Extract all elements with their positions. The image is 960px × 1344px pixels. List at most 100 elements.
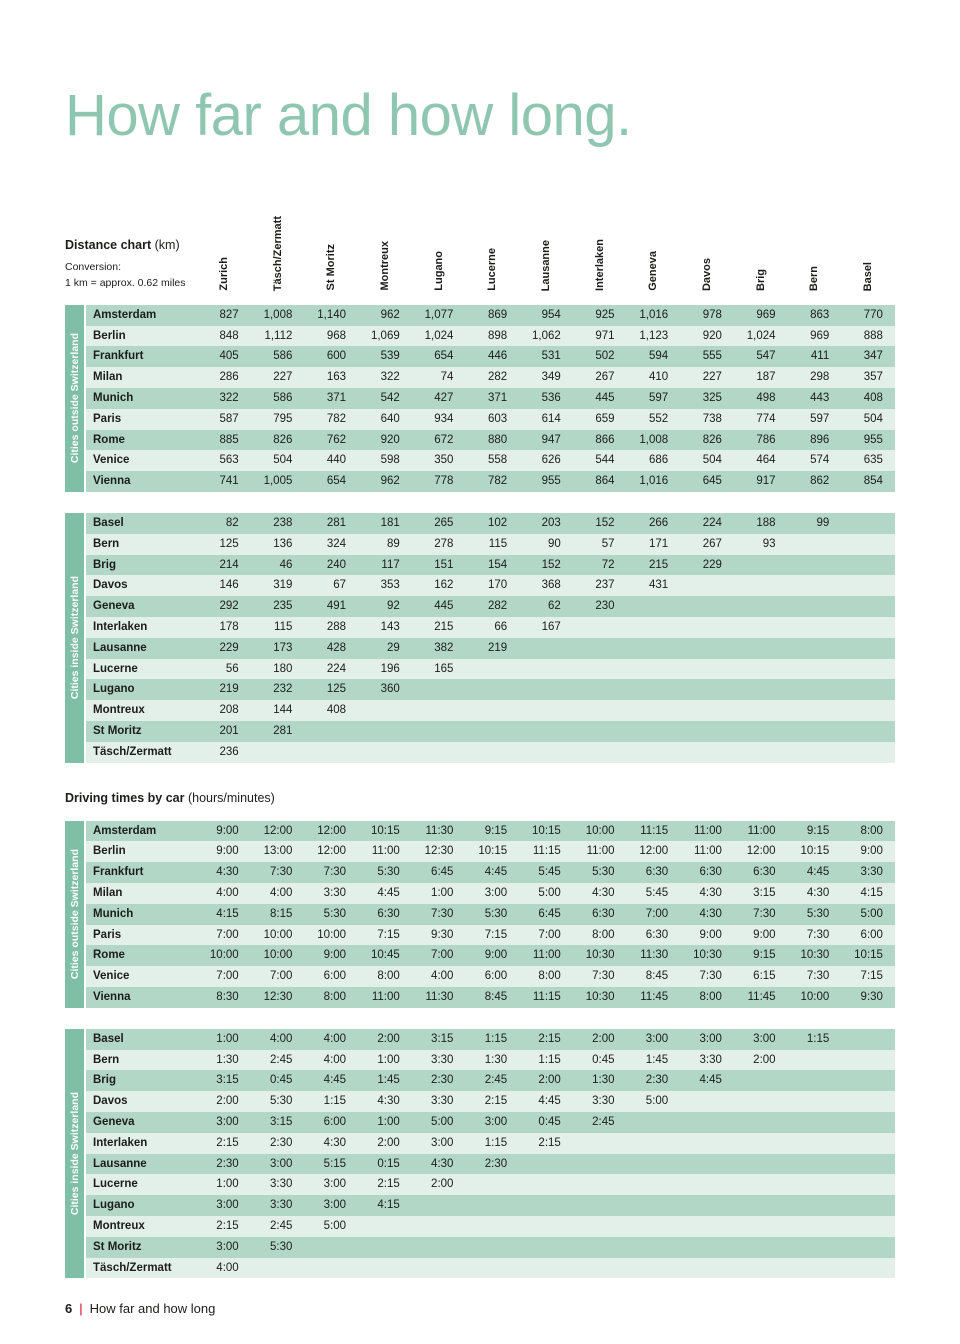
value-cell <box>680 575 734 596</box>
value-cell: 357 <box>863 371 883 384</box>
value-cell: 12:00 <box>317 824 347 837</box>
value-cell <box>627 721 681 742</box>
value-cell: 4:00 <box>323 1053 347 1066</box>
value-cell <box>358 700 412 721</box>
value-cell: 8:00 <box>377 970 400 983</box>
value-cell <box>627 742 681 763</box>
value-cell: 298 <box>810 371 830 384</box>
value-cell <box>358 1216 412 1237</box>
column-header-davos: Davos <box>680 181 734 305</box>
table-row-montreux: Montreux 208 144 408 <box>86 700 895 722</box>
value-cell: 3:00 <box>323 1178 347 1191</box>
value-cell: 267 <box>595 371 615 384</box>
value-cell: 235 <box>273 600 293 613</box>
value-cell: 917 <box>756 475 776 488</box>
value-cell: 13:00 <box>263 845 293 858</box>
column-header-st-moritz: St Moritz <box>304 181 358 305</box>
row-label: Täsch/Zermatt <box>93 1261 172 1274</box>
value-cell: 2:00 <box>538 1074 561 1087</box>
value-cell: 6:30 <box>645 928 669 941</box>
value-cell: 11:00 <box>371 991 400 1003</box>
value-cell <box>788 1091 842 1112</box>
value-cell: 171 <box>649 537 669 550</box>
value-cell: 67 <box>333 579 347 592</box>
value-cell: 1:30 <box>216 1053 239 1066</box>
column-header-label: Geneva <box>647 251 660 291</box>
value-cell: 440 <box>326 454 347 467</box>
value-cell <box>251 742 305 763</box>
value-cell: 3:30 <box>431 1053 454 1066</box>
distance-chart-heading: Distance chart (km) <box>65 238 197 252</box>
row-label: Paris <box>93 412 122 425</box>
value-cell: 741 <box>219 475 239 488</box>
value-cell <box>573 638 627 659</box>
value-cell: 4:45 <box>377 887 400 900</box>
row-label: Munich <box>93 907 134 920</box>
column-header-label: St Moritz <box>325 244 338 291</box>
value-cell: 267 <box>702 537 722 550</box>
value-cell: 181 <box>380 517 400 530</box>
value-cell: 3:30 <box>699 1053 722 1066</box>
value-cell <box>519 1237 573 1258</box>
value-cell <box>304 742 358 763</box>
value-cell: 353 <box>380 579 400 592</box>
value-cell: 1,123 <box>639 329 669 342</box>
value-cell: 626 <box>541 454 561 467</box>
value-cell: 66 <box>494 621 508 634</box>
value-cell: 645 <box>702 475 722 488</box>
value-cell: 170 <box>487 579 508 592</box>
table-row-t-sch-zermatt: Täsch/Zermatt 4:00 <box>86 1257 895 1279</box>
table-row-st-moritz: St Moritz 3:00 5:30 <box>86 1236 895 1258</box>
value-cell: 82 <box>225 517 239 530</box>
value-cell: 4:30 <box>699 887 722 900</box>
value-cell: 1:00 <box>377 1115 400 1128</box>
value-cell <box>734 1070 788 1091</box>
value-cell <box>519 700 573 721</box>
value-cell <box>841 1112 895 1133</box>
value-cell <box>627 1112 681 1133</box>
value-cell <box>680 1174 734 1195</box>
value-cell: 925 <box>595 308 615 321</box>
value-cell: 2:15 <box>216 1219 239 1232</box>
value-cell: 3:15 <box>269 1115 293 1128</box>
value-cell: 2:30 <box>484 1157 508 1170</box>
value-cell: 8:45 <box>484 991 508 1003</box>
row-label: St Moritz <box>93 725 142 738</box>
value-cell: 778 <box>434 475 454 488</box>
value-cell: 7:30 <box>269 866 293 879</box>
row-label: St Moritz <box>93 1240 142 1253</box>
value-cell <box>734 617 788 638</box>
value-cell <box>627 1133 681 1154</box>
value-cell <box>788 659 842 680</box>
value-cell: 555 <box>702 350 722 363</box>
value-cell: 5:30 <box>269 1095 293 1108</box>
row-label: Milan <box>93 887 123 900</box>
value-cell: 178 <box>219 621 239 634</box>
row-label: Rome <box>93 949 125 962</box>
value-cell <box>734 721 788 742</box>
row-label: Munich <box>93 392 134 405</box>
value-cell: 3:00 <box>216 1240 239 1253</box>
value-cell: 237 <box>595 579 615 592</box>
row-label: Berlin <box>93 845 126 858</box>
value-cell <box>841 596 895 617</box>
value-cell: 115 <box>488 537 508 550</box>
value-cell: 770 <box>863 308 883 321</box>
value-cell: 7:00 <box>216 970 239 983</box>
value-cell: 208 <box>219 704 239 717</box>
value-cell: 971 <box>595 329 615 342</box>
value-cell: 1:15 <box>323 1095 347 1108</box>
value-cell: 2:30 <box>431 1074 454 1087</box>
value-cell: 3:00 <box>269 1157 293 1170</box>
value-cell: 4:30 <box>592 887 615 900</box>
value-cell: 5:00 <box>645 1095 669 1108</box>
row-label: Brig <box>93 558 116 571</box>
table-row-venice: Venice 7:00 7:00 6:00 8:00 4:00 6:00 8:00 7:30 8:… <box>86 966 895 987</box>
value-cell <box>573 742 627 763</box>
page-title: How far and how long. <box>65 83 632 148</box>
value-cell: 8:00 <box>860 824 883 837</box>
value-cell: 587 <box>219 412 239 425</box>
value-cell <box>627 659 681 680</box>
value-cell: 431 <box>649 579 669 592</box>
value-cell: 5:45 <box>538 866 561 879</box>
